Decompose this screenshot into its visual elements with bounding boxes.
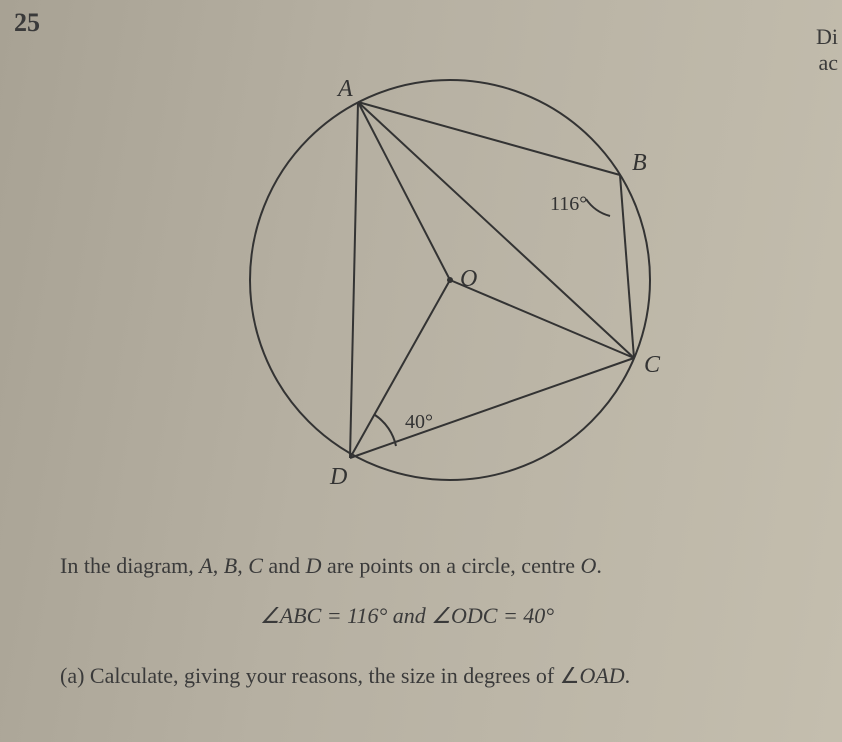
txt: . <box>596 553 602 578</box>
line-AO <box>358 102 450 280</box>
label-C: C <box>248 553 263 578</box>
txt: , <box>237 553 248 578</box>
given-angles-text: ∠ABC = 116° and ∠ODC = 40° <box>260 603 554 628</box>
angle-oad: OAD <box>579 663 624 688</box>
center-dot <box>447 277 453 283</box>
angle-abc-arc <box>586 199 610 216</box>
question-number: 25 <box>14 8 40 38</box>
label-A: A <box>199 553 212 578</box>
part-a-text: (a) Calculate, giving your reasons, the … <box>60 663 579 688</box>
label-D: D <box>306 553 322 578</box>
label-B: B <box>224 553 237 578</box>
line-BC <box>620 175 634 358</box>
angle-odc-label: 40° <box>405 411 433 433</box>
point-label-D: D <box>329 464 347 490</box>
circle-diagram: A B C D O 116° 40° <box>210 40 690 520</box>
given-angles: ∠ABC = 116° and ∠ODC = 40° <box>260 600 554 632</box>
problem-statement: In the diagram, A, B, C and D are points… <box>60 550 800 582</box>
point-label-C: C <box>644 352 661 378</box>
txt: and <box>263 553 306 578</box>
angle-abc-label: 116° <box>550 193 587 215</box>
txt: , <box>213 553 224 578</box>
txt: are points on a circle, centre <box>322 553 581 578</box>
txt: In the diagram, <box>60 553 199 578</box>
point-label-O: O <box>460 266 477 292</box>
part-a: (a) Calculate, giving your reasons, the … <box>60 660 800 692</box>
line-CD <box>350 358 634 458</box>
edge-line-1: Di <box>816 24 838 50</box>
point-label-A: A <box>336 76 353 102</box>
point-label-B: B <box>632 150 647 176</box>
diagram-lines <box>350 102 634 458</box>
line-DA <box>350 102 358 458</box>
edge-line-2: ac <box>816 50 838 76</box>
page-edge-text: Di ac <box>816 24 838 77</box>
angle-odc-arc <box>375 415 396 446</box>
txt: . <box>625 663 631 688</box>
point-labels: A B C D O <box>329 76 661 490</box>
line-OC <box>450 280 634 358</box>
diagram-svg: A B C D O 116° 40° <box>210 40 690 520</box>
line-OD <box>350 280 450 458</box>
label-O: O <box>581 553 597 578</box>
